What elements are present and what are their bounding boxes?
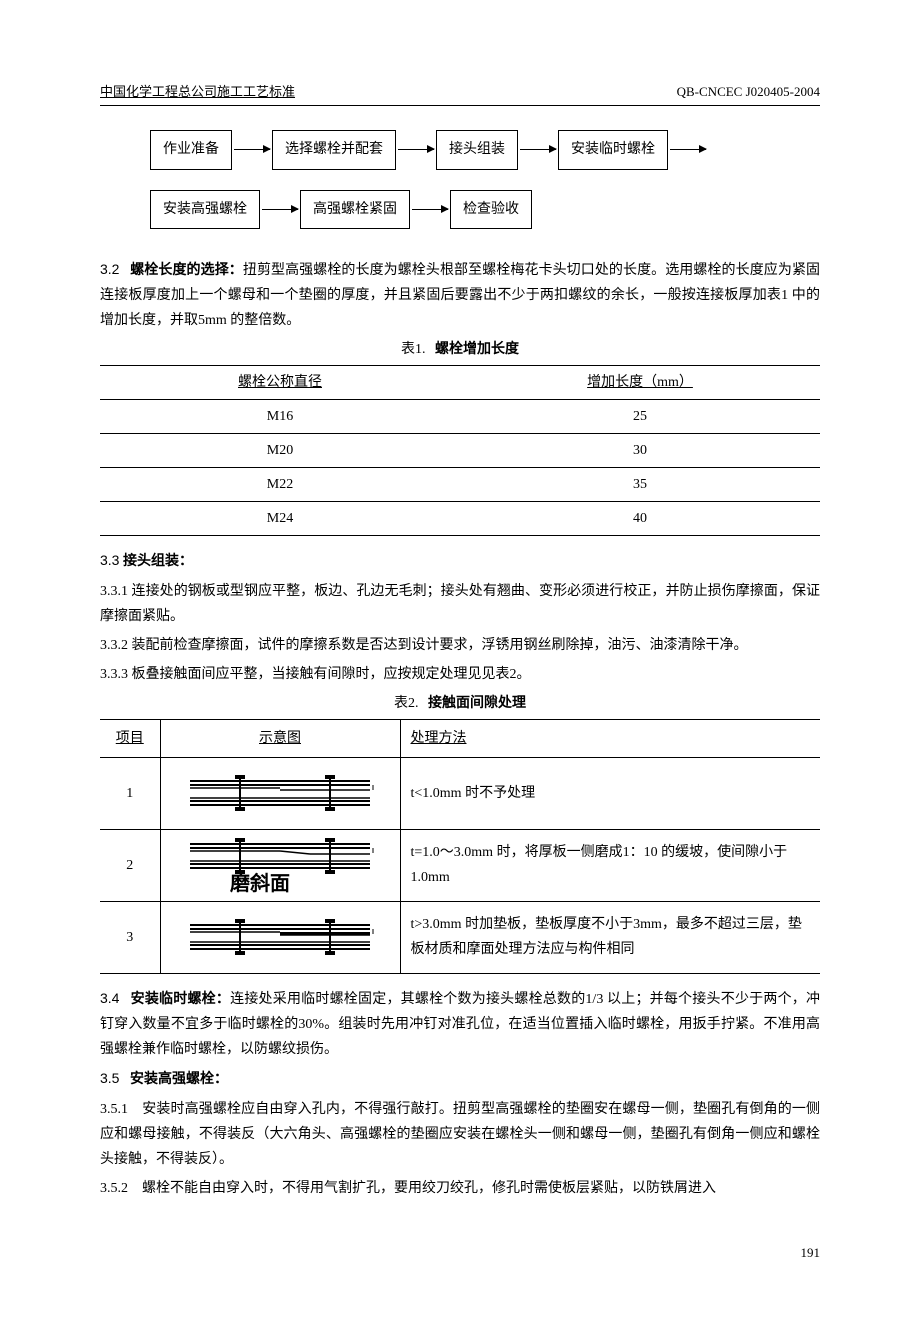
table-cell-method: t>3.0mm 时加垫板，垫板厚度不小于3mm，最多不超过三层，垫板材质和摩面处… <box>400 901 820 973</box>
table-cell: 30 <box>460 433 820 467</box>
flow-row-1: 作业准备 选择螺栓并配套 接头组装 安装临时螺栓 <box>150 130 820 169</box>
table-header: 增加长度（mm） <box>460 365 820 399</box>
section-3-2: 3.2 螺栓长度的选择：扭剪型高强螺栓的长度为螺栓头根部至螺栓梅花卡头切口处的长… <box>100 257 820 334</box>
subsection-para: 3.5.1 安装时高强螺栓应自由穿入孔内，不得强行敲打。扭剪型高强螺栓的垫圈安在… <box>100 1097 820 1173</box>
flow-arrow-icon <box>670 149 706 150</box>
subsection-para: 3.3.3 板叠接触面间应平整，当接触有间隙时，应按规定处理见见表2。 <box>100 662 820 687</box>
table-name: 接触面间隙处理 <box>428 696 526 711</box>
table-gap-treatment: 项目 示意图 处理方法 1 t<1.0mm 时不予处理 2 磨斜面 t=1.0～3.0m… <box>100 719 820 974</box>
section-3-5: 3.5 安装高强螺栓： <box>100 1066 820 1092</box>
page-header: 中国化学工程总公司施工工艺标准 QB-CNCEC J020405-2004 <box>100 80 820 106</box>
table-cell: M16 <box>100 399 460 433</box>
table-row: M1625 <box>100 399 820 433</box>
flow-arrow-icon <box>262 209 298 210</box>
flow-box: 接头组装 <box>436 130 518 169</box>
table-cell-num: 1 <box>100 757 160 829</box>
subsection-para: 3.5.2 螺栓不能自由穿入时，不得用气割扩孔，要用绞刀绞孔，修孔时需使板层紧贴… <box>100 1176 820 1201</box>
table-cell-diagram <box>160 901 400 973</box>
process-flowchart: 作业准备 选择螺栓并配套 接头组装 安装临时螺栓 安装高强螺栓 高强螺栓紧固 检… <box>150 130 820 228</box>
flow-row-2: 安装高强螺栓 高强螺栓紧固 检查验收 <box>150 190 820 229</box>
table-cell-num: 2 <box>100 829 160 901</box>
table-name: 螺栓增加长度 <box>435 342 519 357</box>
table-cell: 35 <box>460 468 820 502</box>
section-num: 3.5 <box>100 1070 119 1086</box>
table-cell: 25 <box>460 399 820 433</box>
gap-diagram-icon <box>180 917 380 957</box>
table-cell: 40 <box>460 502 820 536</box>
section-title: 安装高强螺栓： <box>130 1072 228 1087</box>
table-cell-method: t<1.0mm 时不予处理 <box>400 757 820 829</box>
table-cell-diagram <box>160 757 400 829</box>
section-title: 螺栓长度的选择： <box>130 263 243 278</box>
section-3-4: 3.4 安装临时螺栓：连接处采用临时螺栓固定，其螺栓个数为接头螺栓总数的1/3 … <box>100 986 820 1063</box>
flow-box: 安装临时螺栓 <box>558 130 668 169</box>
flow-arrow-icon <box>398 149 434 150</box>
table-header: 项目 <box>100 719 160 757</box>
section-title: 安装临时螺栓： <box>131 992 231 1007</box>
table-row: 2 磨斜面 t=1.0～3.0mm 时，将厚板一侧磨成1：10 的缓坡，使间隙小于1… <box>100 829 820 901</box>
table-header: 螺栓公称直径 <box>100 365 460 399</box>
flow-box: 高强螺栓紧固 <box>300 190 410 229</box>
table-num: 表2. <box>394 696 419 711</box>
table1-caption: 表1. 螺栓增加长度 <box>100 337 820 362</box>
table-row: 3 t>3.0mm 时加垫板，垫板厚度不小于3mm，最多不超过三层，垫板材质和摩面… <box>100 901 820 973</box>
header-left: 中国化学工程总公司施工工艺标准 <box>100 80 295 103</box>
subsection-para: 3.3.2 装配前检查摩擦面，试件的摩擦系数是否达到设计要求，浮锈用钢丝刷除掉，… <box>100 633 820 658</box>
table2-caption: 表2. 接触面间隙处理 <box>100 691 820 716</box>
section-num: 3.2 <box>100 261 119 277</box>
section-num: 3.3 <box>100 552 119 568</box>
table-row: M2235 <box>100 468 820 502</box>
table-cell: M20 <box>100 433 460 467</box>
table-num: 表1. <box>401 342 426 357</box>
section-title: 接头组装： <box>123 554 193 569</box>
svg-text:磨斜面: 磨斜面 <box>230 871 290 894</box>
section-num: 3.4 <box>100 990 119 1006</box>
table-header: 处理方法 <box>400 719 820 757</box>
flow-arrow-icon <box>412 209 448 210</box>
table-cell-num: 3 <box>100 901 160 973</box>
table-bolt-length: 螺栓公称直径 增加长度（mm） M1625M2030M2235M2440 <box>100 365 820 537</box>
section-3-3: 3.3 接头组装： <box>100 548 820 574</box>
subsection-para: 3.3.1 连接处的钢板或型钢应平整，板边、孔边无毛刺；接头处有翘曲、变形必须进… <box>100 579 820 629</box>
flow-box: 选择螺栓并配套 <box>272 130 396 169</box>
flow-arrow-icon <box>234 149 270 150</box>
gap-diagram-icon: 磨斜面 <box>180 836 380 894</box>
table-row: M2030 <box>100 433 820 467</box>
flow-box: 检查验收 <box>450 190 532 229</box>
table-cell: M22 <box>100 468 460 502</box>
header-right: QB-CNCEC J020405-2004 <box>677 80 820 103</box>
table-row: M2440 <box>100 502 820 536</box>
table-cell-diagram: 磨斜面 <box>160 829 400 901</box>
table-header: 示意图 <box>160 719 400 757</box>
flow-box: 作业准备 <box>150 130 232 169</box>
table-cell: M24 <box>100 502 460 536</box>
page-number: 191 <box>100 1241 820 1264</box>
table-cell-method: t=1.0～3.0mm 时，将厚板一侧磨成1：10 的缓坡，使间隙小于1.0mm <box>400 829 820 901</box>
table-row: 1 t<1.0mm 时不予处理 <box>100 757 820 829</box>
flow-arrow-icon <box>520 149 556 150</box>
gap-diagram-icon <box>180 773 380 813</box>
flow-box: 安装高强螺栓 <box>150 190 260 229</box>
